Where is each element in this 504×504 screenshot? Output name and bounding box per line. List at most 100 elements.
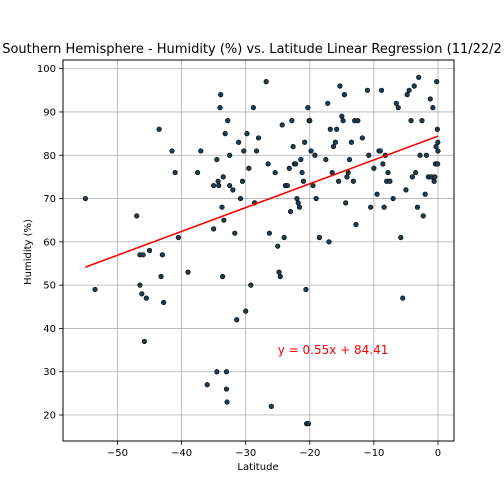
data-point [227,182,233,189]
regression-line [85,135,439,268]
x-tick-label: −30 [235,448,256,459]
data-point [221,217,227,223]
data-point [146,247,153,254]
y-tick-label: 80 [43,151,56,162]
data-point [227,152,233,158]
data-point [265,161,271,167]
data-point [400,295,406,301]
data-point [290,143,296,150]
data-point [223,369,230,375]
regression-line-group [85,135,439,268]
data-point [82,195,89,202]
data-point [134,213,140,219]
data-point [433,143,439,150]
data-point [172,169,178,176]
y-tick-label: 70 [43,194,56,205]
data-point [332,139,339,145]
data-point [299,169,305,176]
data-point [211,226,217,232]
data-point [414,204,421,210]
data-point [175,234,181,241]
data-point [412,169,419,176]
data-point [305,421,312,427]
data-point [141,338,148,345]
data-point [169,148,175,154]
data-point [143,295,149,301]
data-point [195,169,201,176]
y-axis-ticks: 20 30 40 50 60 70 80 90 100 [37,64,63,422]
data-point [416,74,422,80]
data-point [243,308,249,314]
data-point [300,178,306,184]
data-point [348,139,355,145]
x-tick-label: 0 [435,448,441,459]
data-point [246,165,252,171]
data-point [159,252,165,258]
data-point [303,286,309,293]
data-point [239,178,246,184]
data-point [275,243,281,249]
data-point [312,152,318,158]
data-point [431,178,437,184]
data-point [241,148,247,154]
data-point [237,195,244,202]
data-point [434,126,440,132]
data-point [434,79,440,85]
chart-title: Southern Hemisphere - Humidity (%) vs. L… [2,42,502,57]
data-point [263,79,269,85]
data-point [316,234,322,241]
y-tick-label: 30 [43,367,56,378]
data-point [289,118,295,124]
data-point [140,252,146,258]
data-point [308,148,314,154]
data-point [220,273,226,280]
data-point [219,204,225,210]
data-point [330,143,337,150]
data-point [334,126,340,132]
data-point [435,148,441,154]
data-point [427,96,433,102]
data-point [244,131,250,137]
x-axis-ticks: −50 −40 −30 −20 −10 0 [107,441,441,459]
data-point [374,191,380,197]
y-tick-label: 50 [43,281,56,292]
x-tick-label: −10 [363,448,384,459]
data-point [411,83,417,89]
data-point [307,118,313,124]
y-tick-label: 20 [43,411,56,422]
data-point [423,152,430,158]
data-point [198,148,204,154]
data-point [293,161,299,167]
y-tick-label: 100 [37,64,56,75]
data-point [250,105,256,111]
y-tick-label: 90 [43,107,56,118]
data-point [398,234,404,241]
x-tick-label: −50 [107,448,128,459]
data-point [222,131,228,137]
data-points [82,74,441,427]
data-point [340,118,346,124]
y-axis-label: Humidity (%) [23,219,34,285]
data-point [381,204,387,210]
data-point [253,148,260,154]
data-point [272,169,278,176]
data-point [435,161,441,167]
x-axis-label: Latitude [237,462,278,473]
data-point [137,282,143,288]
data-point [337,83,343,89]
data-point [404,92,410,98]
data-point [359,135,365,141]
data-point [313,195,319,202]
data-point [232,230,238,236]
data-point [432,174,438,180]
data-point [276,269,282,275]
data-point [158,273,164,280]
data-point [230,187,236,193]
data-point [346,156,353,163]
data-point [92,286,98,293]
data-point [353,221,359,228]
data-point [420,213,426,219]
data-point [266,230,272,236]
data-point [403,187,409,193]
data-point [217,105,223,111]
